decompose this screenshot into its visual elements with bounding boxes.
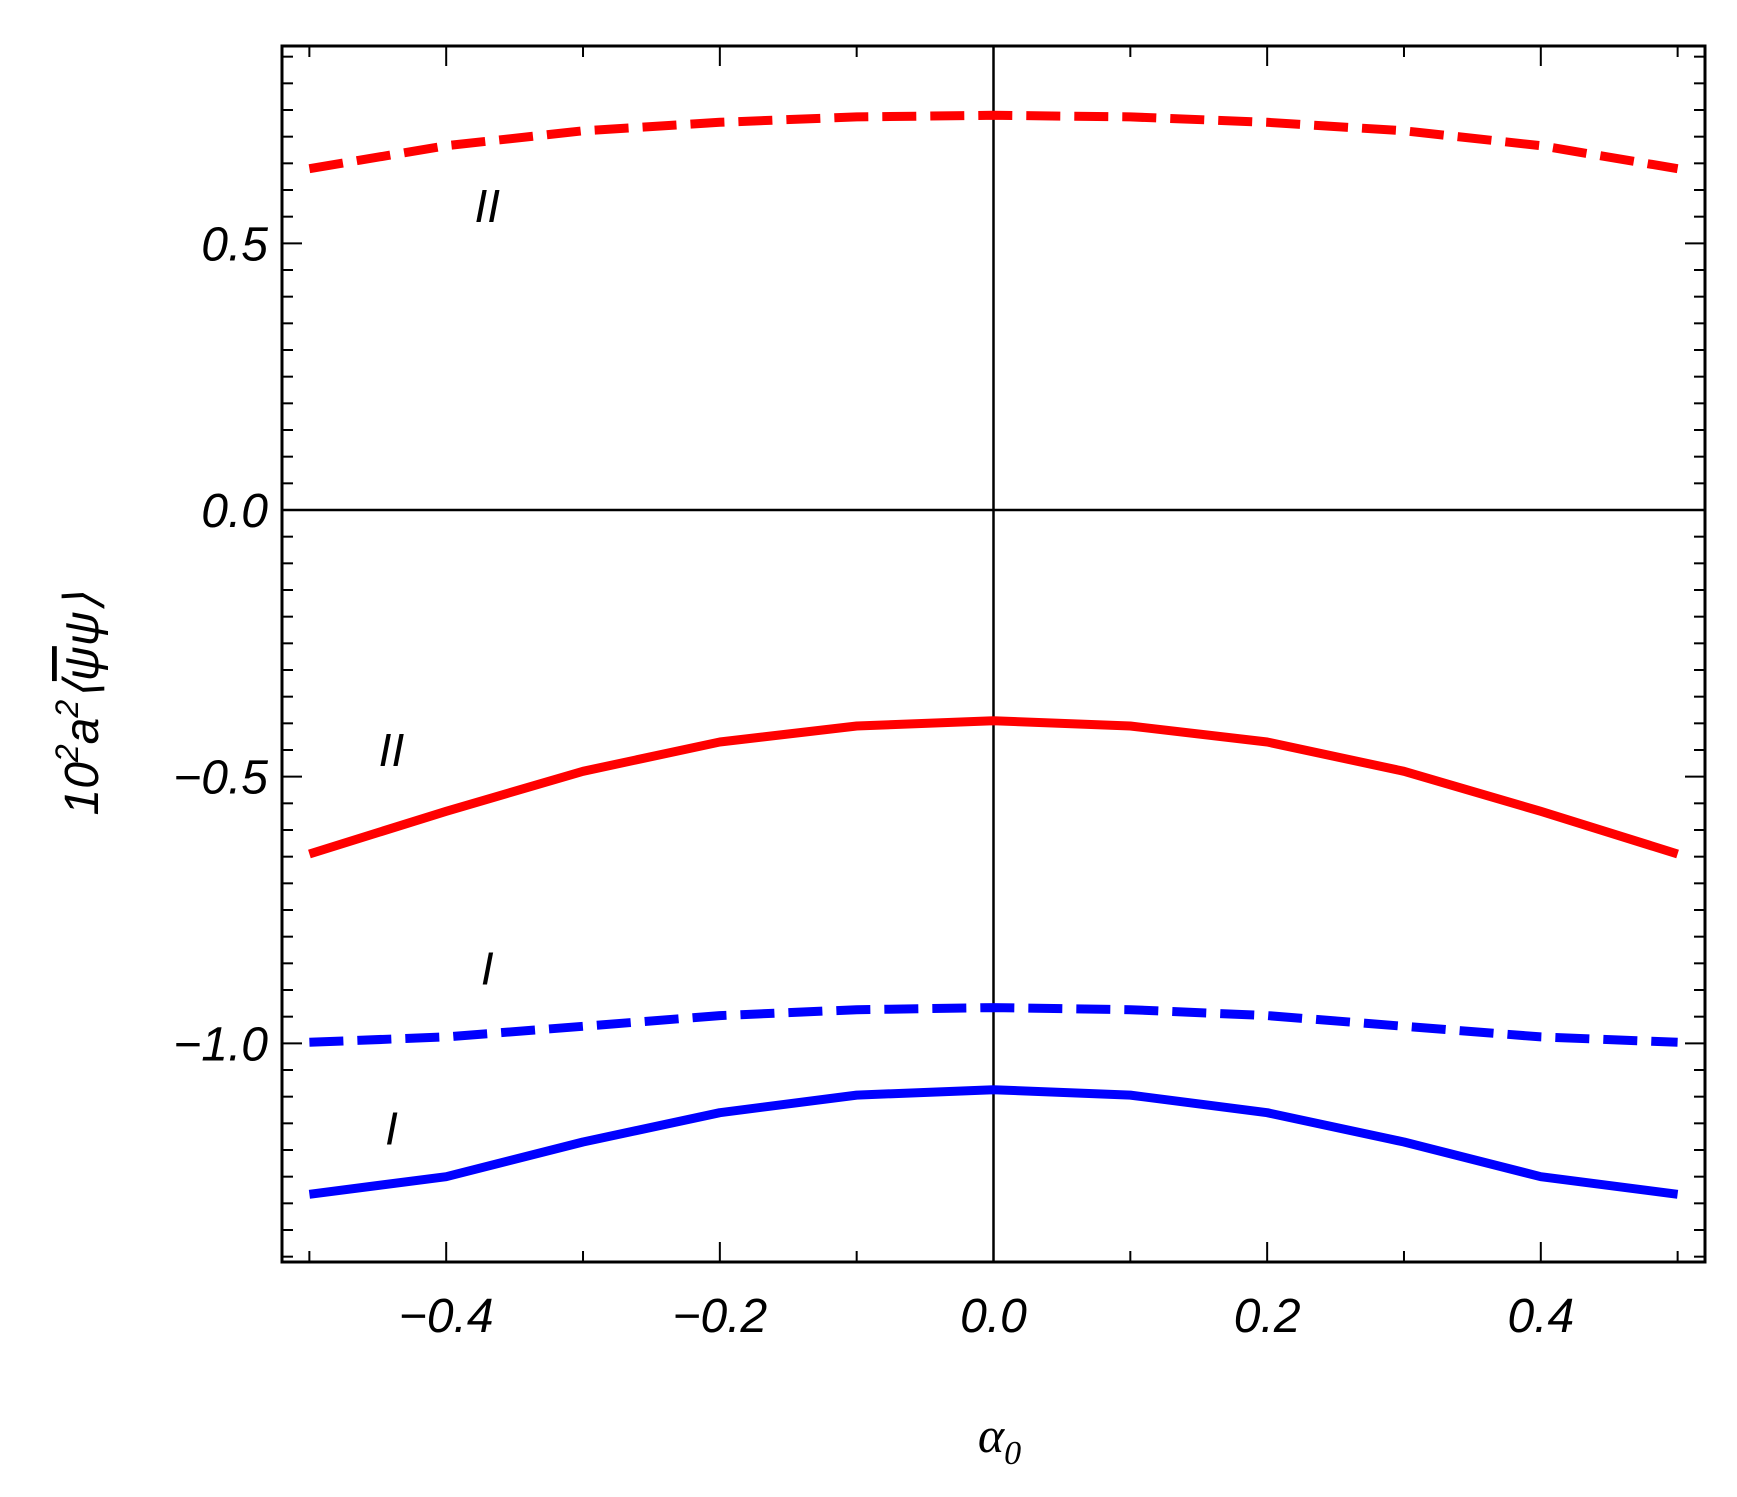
ylabel-exp2: 2 bbox=[49, 700, 85, 719]
series-line-0 bbox=[308, 110, 1679, 174]
zero-axes bbox=[282, 46, 1705, 1262]
ylabel-prefix: 10 bbox=[56, 762, 109, 816]
series-line-1 bbox=[308, 716, 1679, 859]
curve-label: I bbox=[481, 943, 494, 995]
x-axis-title: α0 bbox=[978, 1407, 1021, 1472]
curve-label: I bbox=[385, 1103, 398, 1155]
x-tick-label: 0.2 bbox=[1234, 1290, 1301, 1343]
y-tick-label: 0.5 bbox=[201, 218, 268, 271]
tick-labels: −0.4 −0.2 0.0 0.2 0.4 −1.0 −0.5 0.0 0.5 bbox=[173, 218, 1574, 1343]
series-group bbox=[308, 110, 1679, 1199]
y-tick-label: −1.0 bbox=[173, 1018, 268, 1071]
ticks bbox=[282, 46, 1705, 1262]
y-tick-label: 0.0 bbox=[201, 485, 268, 538]
series-line-2 bbox=[309, 1003, 1678, 1047]
series-line-3 bbox=[308, 1085, 1679, 1199]
ylabel-psi-bar: ψ bbox=[56, 646, 109, 681]
x-tick-label: 0.4 bbox=[1507, 1290, 1574, 1343]
x-tick-label: 0.0 bbox=[960, 1290, 1027, 1343]
ylabel-bracket-close: ⟩ bbox=[56, 592, 109, 611]
y-axis-title-text: 102a2⟨ψψ⟩ bbox=[49, 592, 109, 815]
ylabel-mid: a bbox=[56, 718, 109, 745]
x-tick-label: −0.4 bbox=[399, 1290, 494, 1343]
plot-frame bbox=[280, 44, 1707, 1264]
y-tick-label: −0.5 bbox=[173, 752, 268, 805]
y-axis-title: 102a2⟨ψψ⟩ bbox=[49, 592, 109, 815]
x-axis-subscript: 0 bbox=[1004, 1435, 1021, 1472]
curve-label: II bbox=[379, 724, 405, 776]
ylabel-exp1: 2 bbox=[49, 744, 85, 763]
x-tick-label: −0.2 bbox=[672, 1290, 767, 1343]
ylabel-psi: ψ bbox=[56, 611, 109, 646]
curve-label: II bbox=[474, 180, 500, 232]
